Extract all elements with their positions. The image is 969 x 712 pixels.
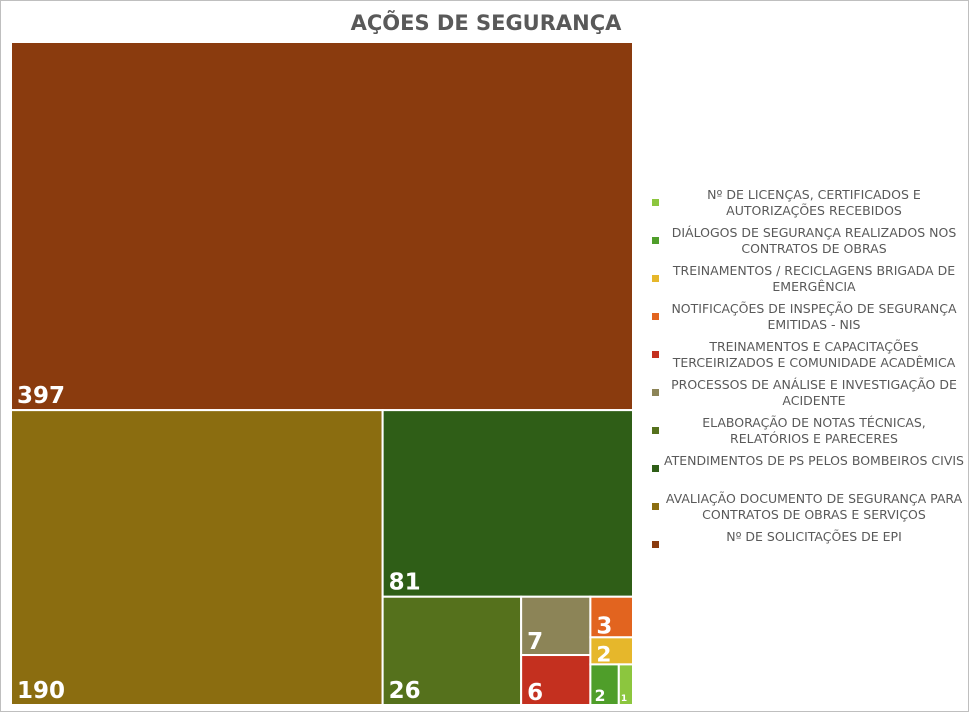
legend-item: ELABORAÇÃO DE NOTAS TÉCNICAS, RELATÓRIOS… bbox=[646, 415, 964, 453]
tile-label: 2 bbox=[595, 687, 606, 705]
legend-swatch bbox=[652, 351, 659, 358]
legend-label: NOTIFICAÇÕES DE INSPEÇÃO DE SEGURANÇA EM… bbox=[671, 301, 957, 332]
legend-swatch bbox=[652, 465, 659, 472]
tile-label: 6 bbox=[527, 680, 543, 706]
legend-item: AVALIAÇÃO DOCUMENTO DE SEGURANÇA PARA CO… bbox=[646, 491, 964, 529]
legend-label: DIÁLOGOS DE SEGURANÇA REALIZADOS NOS CON… bbox=[671, 225, 957, 256]
tile-label: 190 bbox=[17, 678, 65, 704]
tile bbox=[520, 654, 592, 707]
tile-label: 397 bbox=[17, 383, 65, 409]
legend-item: NOTIFICAÇÕES DE INSPEÇÃO DE SEGURANÇA EM… bbox=[646, 301, 964, 339]
tile bbox=[381, 595, 523, 707]
legend-swatch bbox=[652, 199, 659, 206]
legend-item: Nº DE SOLICITAÇÕES DE EPI bbox=[646, 529, 964, 567]
legend-item: TREINAMENTOS E CAPACITAÇÕES TERCEIRIZADO… bbox=[646, 339, 964, 377]
legend-item: DIÁLOGOS DE SEGURANÇA REALIZADOS NOS CON… bbox=[646, 225, 964, 263]
legend-label: Nº DE LICENÇAS, CERTIFICADOS E AUTORIZAÇ… bbox=[707, 187, 921, 218]
tile-label: 3 bbox=[596, 613, 612, 639]
tile bbox=[589, 636, 634, 666]
tile bbox=[617, 663, 635, 706]
tile-label: 26 bbox=[389, 678, 421, 704]
tile bbox=[10, 409, 384, 706]
legend: Nº DE LICENÇAS, CERTIFICADOS E AUTORIZAÇ… bbox=[646, 187, 964, 567]
legend-item: PROCESSOS DE ANÁLISE E INVESTIGAÇÃO DE A… bbox=[646, 377, 964, 415]
tile-label: 1 bbox=[621, 694, 627, 704]
tile-label: 81 bbox=[389, 570, 421, 596]
legend-swatch bbox=[652, 503, 659, 510]
legend-swatch bbox=[652, 275, 659, 282]
legend-label: TREINAMENTOS / RECICLAGENS BRIGADA DE EM… bbox=[672, 263, 956, 294]
legend-swatch bbox=[652, 237, 659, 244]
legend-label: ELABORAÇÃO DE NOTAS TÉCNICAS, RELATÓRIOS… bbox=[702, 415, 926, 446]
legend-item: ATENDIMENTOS DE PS PELOS BOMBEIROS CIVIS bbox=[646, 453, 964, 491]
legend-swatch bbox=[652, 427, 659, 434]
legend-label: ATENDIMENTOS DE PS PELOS BOMBEIROS CIVIS bbox=[664, 453, 964, 468]
tile bbox=[589, 595, 634, 639]
tile-label: 2 bbox=[596, 643, 611, 668]
legend-label: AVALIAÇÃO DOCUMENTO DE SEGURANÇA PARA CO… bbox=[665, 491, 963, 522]
tile bbox=[10, 41, 634, 412]
legend-swatch bbox=[652, 389, 659, 396]
legend-swatch bbox=[652, 313, 659, 320]
tile-label: 7 bbox=[527, 629, 543, 655]
legend-item: TREINAMENTOS / RECICLAGENS BRIGADA DE EM… bbox=[646, 263, 964, 301]
legend-label: Nº DE SOLICITAÇÕES DE EPI bbox=[726, 529, 902, 544]
legend-swatch bbox=[652, 541, 659, 548]
legend-item: Nº DE LICENÇAS, CERTIFICADOS E AUTORIZAÇ… bbox=[646, 187, 964, 225]
legend-label: TREINAMENTOS E CAPACITAÇÕES TERCEIRIZADO… bbox=[672, 339, 956, 370]
chart-title: AÇÕES DE SEGURANÇA bbox=[351, 10, 623, 35]
legend-label: PROCESSOS DE ANÁLISE E INVESTIGAÇÃO DE A… bbox=[671, 377, 957, 408]
